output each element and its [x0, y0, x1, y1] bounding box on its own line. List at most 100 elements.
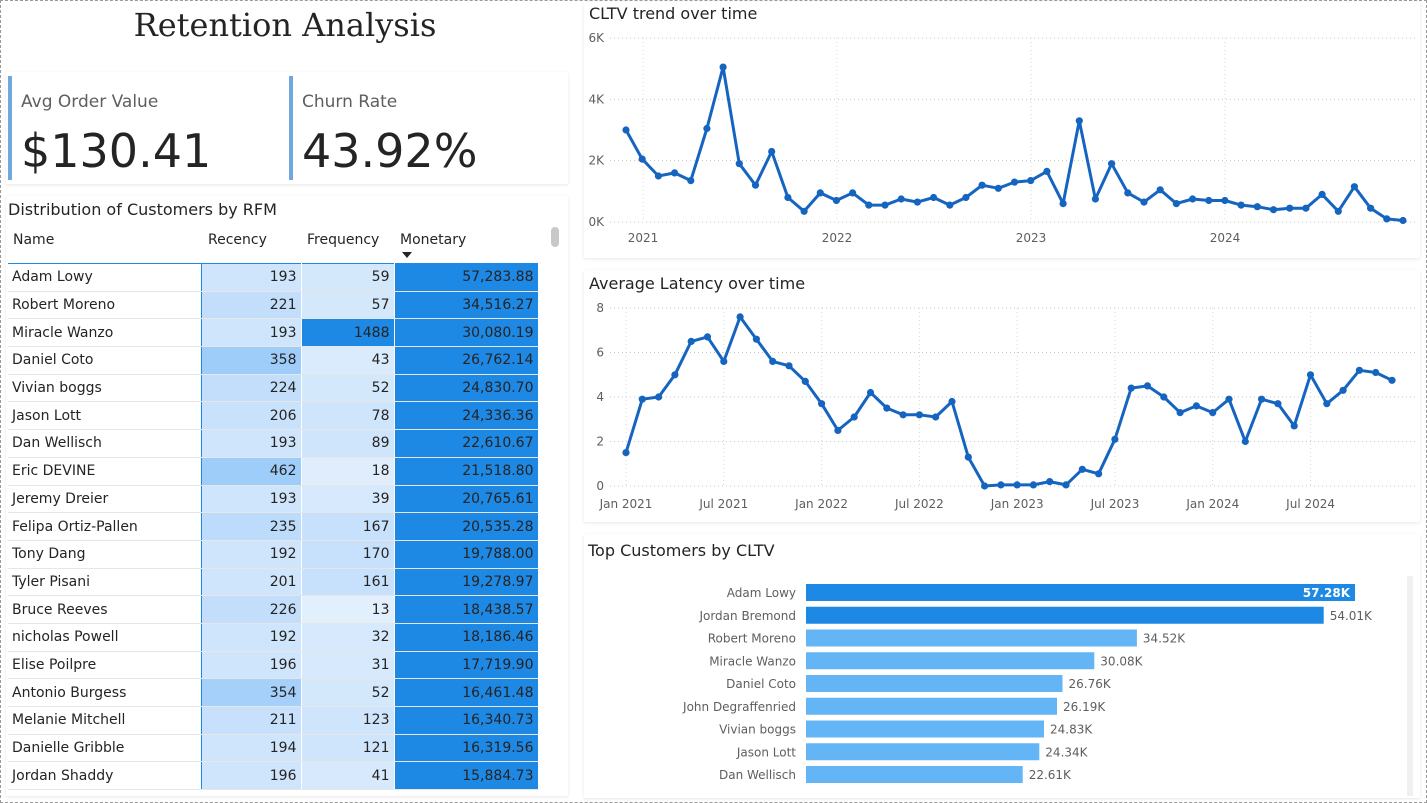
column-header-monetary[interactable]: Monetary: [400, 232, 467, 248]
data-point[interactable]: [1095, 470, 1103, 478]
table-row[interactable]: Tony Dang 192 170 19,788.00: [8, 540, 539, 569]
data-point[interactable]: [1176, 409, 1184, 417]
data-point[interactable]: [964, 453, 972, 461]
data-point[interactable]: [1355, 366, 1363, 374]
data-point[interactable]: [1388, 376, 1396, 384]
data-point[interactable]: [1111, 435, 1119, 443]
data-point[interactable]: [1172, 200, 1180, 208]
data-point[interactable]: [899, 411, 907, 419]
data-point[interactable]: [1010, 178, 1019, 186]
data-point[interactable]: [1075, 117, 1083, 125]
data-point[interactable]: [671, 169, 679, 177]
table-row[interactable]: Adam Lowy 193 59 57,283.88: [8, 263, 539, 292]
data-point[interactable]: [1192, 402, 1200, 410]
column-header-frequency[interactable]: Frequency: [307, 232, 380, 248]
data-point[interactable]: [1253, 203, 1261, 211]
bar[interactable]: [806, 652, 1095, 670]
data-point[interactable]: [1350, 183, 1358, 191]
data-point[interactable]: [1127, 384, 1135, 392]
chart-scrollbar[interactable]: [1407, 576, 1413, 796]
data-point[interactable]: [1290, 422, 1298, 430]
table-row[interactable]: Daniel Coto 358 43 26,762.14: [8, 346, 539, 375]
data-point[interactable]: [638, 395, 646, 403]
table-row[interactable]: Eric DEVINE 462 18 21,518.80: [8, 457, 539, 486]
data-point[interactable]: [883, 404, 891, 412]
data-point[interactable]: [768, 147, 776, 156]
data-point[interactable]: [997, 481, 1005, 489]
column-header-name[interactable]: Name: [13, 232, 55, 248]
data-point[interactable]: [1059, 200, 1067, 208]
kpi-card-avg-order-value[interactable]: Avg Order Value $130.41: [8, 74, 278, 182]
data-point[interactable]: [687, 337, 695, 345]
data-point[interactable]: [881, 201, 889, 209]
table-row[interactable]: Vivian boggs 224 52 24,830.70: [8, 374, 539, 403]
data-point[interactable]: [932, 413, 940, 421]
bar[interactable]: [806, 584, 1355, 601]
data-point[interactable]: [834, 426, 842, 434]
data-point[interactable]: [801, 377, 809, 385]
data-point[interactable]: [638, 155, 646, 163]
data-point[interactable]: [1286, 204, 1294, 212]
data-point[interactable]: [978, 181, 986, 189]
data-point[interactable]: [1323, 400, 1331, 408]
table-row[interactable]: Danielle Gribble 194 121 16,319.56: [8, 734, 539, 763]
data-point[interactable]: [981, 482, 989, 490]
data-point[interactable]: [962, 193, 970, 202]
top-customers-bar-chart[interactable]: Adam Lowy 57.28K Jordan Bremond 54.01K Rober…: [584, 572, 1420, 796]
sort-descending-icon[interactable]: [402, 252, 412, 258]
data-point[interactable]: [818, 400, 826, 408]
data-point[interactable]: [1143, 382, 1152, 390]
data-point[interactable]: [736, 313, 744, 321]
data-point[interactable]: [1269, 206, 1278, 214]
bar[interactable]: [806, 697, 1057, 715]
data-point[interactable]: [655, 393, 663, 401]
data-point[interactable]: [1108, 160, 1116, 168]
data-point[interactable]: [719, 63, 727, 71]
data-point[interactable]: [1334, 207, 1342, 215]
table-row[interactable]: Antonio Burgess 354 52 16,461.48: [8, 678, 539, 707]
data-point[interactable]: [752, 335, 760, 343]
data-point[interactable]: [1372, 368, 1380, 377]
data-point[interactable]: [1209, 409, 1217, 417]
table-row[interactable]: Dan Wellisch 193 89 22,610.67: [8, 429, 539, 458]
data-point[interactable]: [720, 357, 728, 365]
data-point[interactable]: [1274, 400, 1282, 408]
data-point[interactable]: [1205, 196, 1213, 205]
data-point[interactable]: [1302, 204, 1310, 212]
data-point[interactable]: [1189, 195, 1197, 203]
latency-line-chart[interactable]: 8 6 4 2 0 Jan 2021 Jul 2021 Jan 2022 Jul 2022 Jan…: [584, 296, 1420, 520]
data-point[interactable]: [930, 193, 938, 202]
bar[interactable]: [806, 720, 1044, 738]
bar[interactable]: [806, 743, 1040, 761]
data-point[interactable]: [785, 362, 793, 370]
table-scrollbar[interactable]: [551, 227, 559, 247]
bar[interactable]: [806, 766, 1023, 783]
data-point[interactable]: [1237, 201, 1245, 209]
bar[interactable]: [806, 606, 1324, 624]
data-point[interactable]: [816, 189, 824, 197]
data-point[interactable]: [1339, 386, 1347, 394]
data-point[interactable]: [1318, 190, 1326, 198]
data-point[interactable]: [948, 397, 956, 406]
table-row[interactable]: Elise Poilpre 196 31 17,719.90: [8, 651, 539, 680]
data-point[interactable]: [1156, 186, 1164, 194]
table-row[interactable]: Jordan Shaddy 196 41 15,884.73: [8, 761, 539, 791]
table-row[interactable]: Bruce Reeves 226 13 18,438.57: [8, 595, 539, 624]
data-point[interactable]: [1140, 198, 1148, 206]
data-point[interactable]: [913, 198, 921, 206]
data-point[interactable]: [654, 172, 662, 180]
data-point[interactable]: [1124, 189, 1132, 197]
data-point[interactable]: [849, 189, 857, 197]
data-point[interactable]: [769, 357, 777, 365]
table-row[interactable]: Jason Lott 206 78 24,336.36: [8, 401, 539, 431]
data-point[interactable]: [622, 126, 630, 134]
table-row[interactable]: Robert Moreno 221 57 34,516.27: [8, 291, 539, 320]
data-point[interactable]: [1241, 437, 1249, 446]
data-point[interactable]: [687, 177, 695, 185]
data-point[interactable]: [832, 196, 840, 205]
data-point[interactable]: [946, 201, 954, 209]
data-point[interactable]: [784, 193, 792, 202]
data-point[interactable]: [703, 333, 712, 341]
data-point[interactable]: [1062, 481, 1070, 489]
data-point[interactable]: [622, 449, 630, 457]
